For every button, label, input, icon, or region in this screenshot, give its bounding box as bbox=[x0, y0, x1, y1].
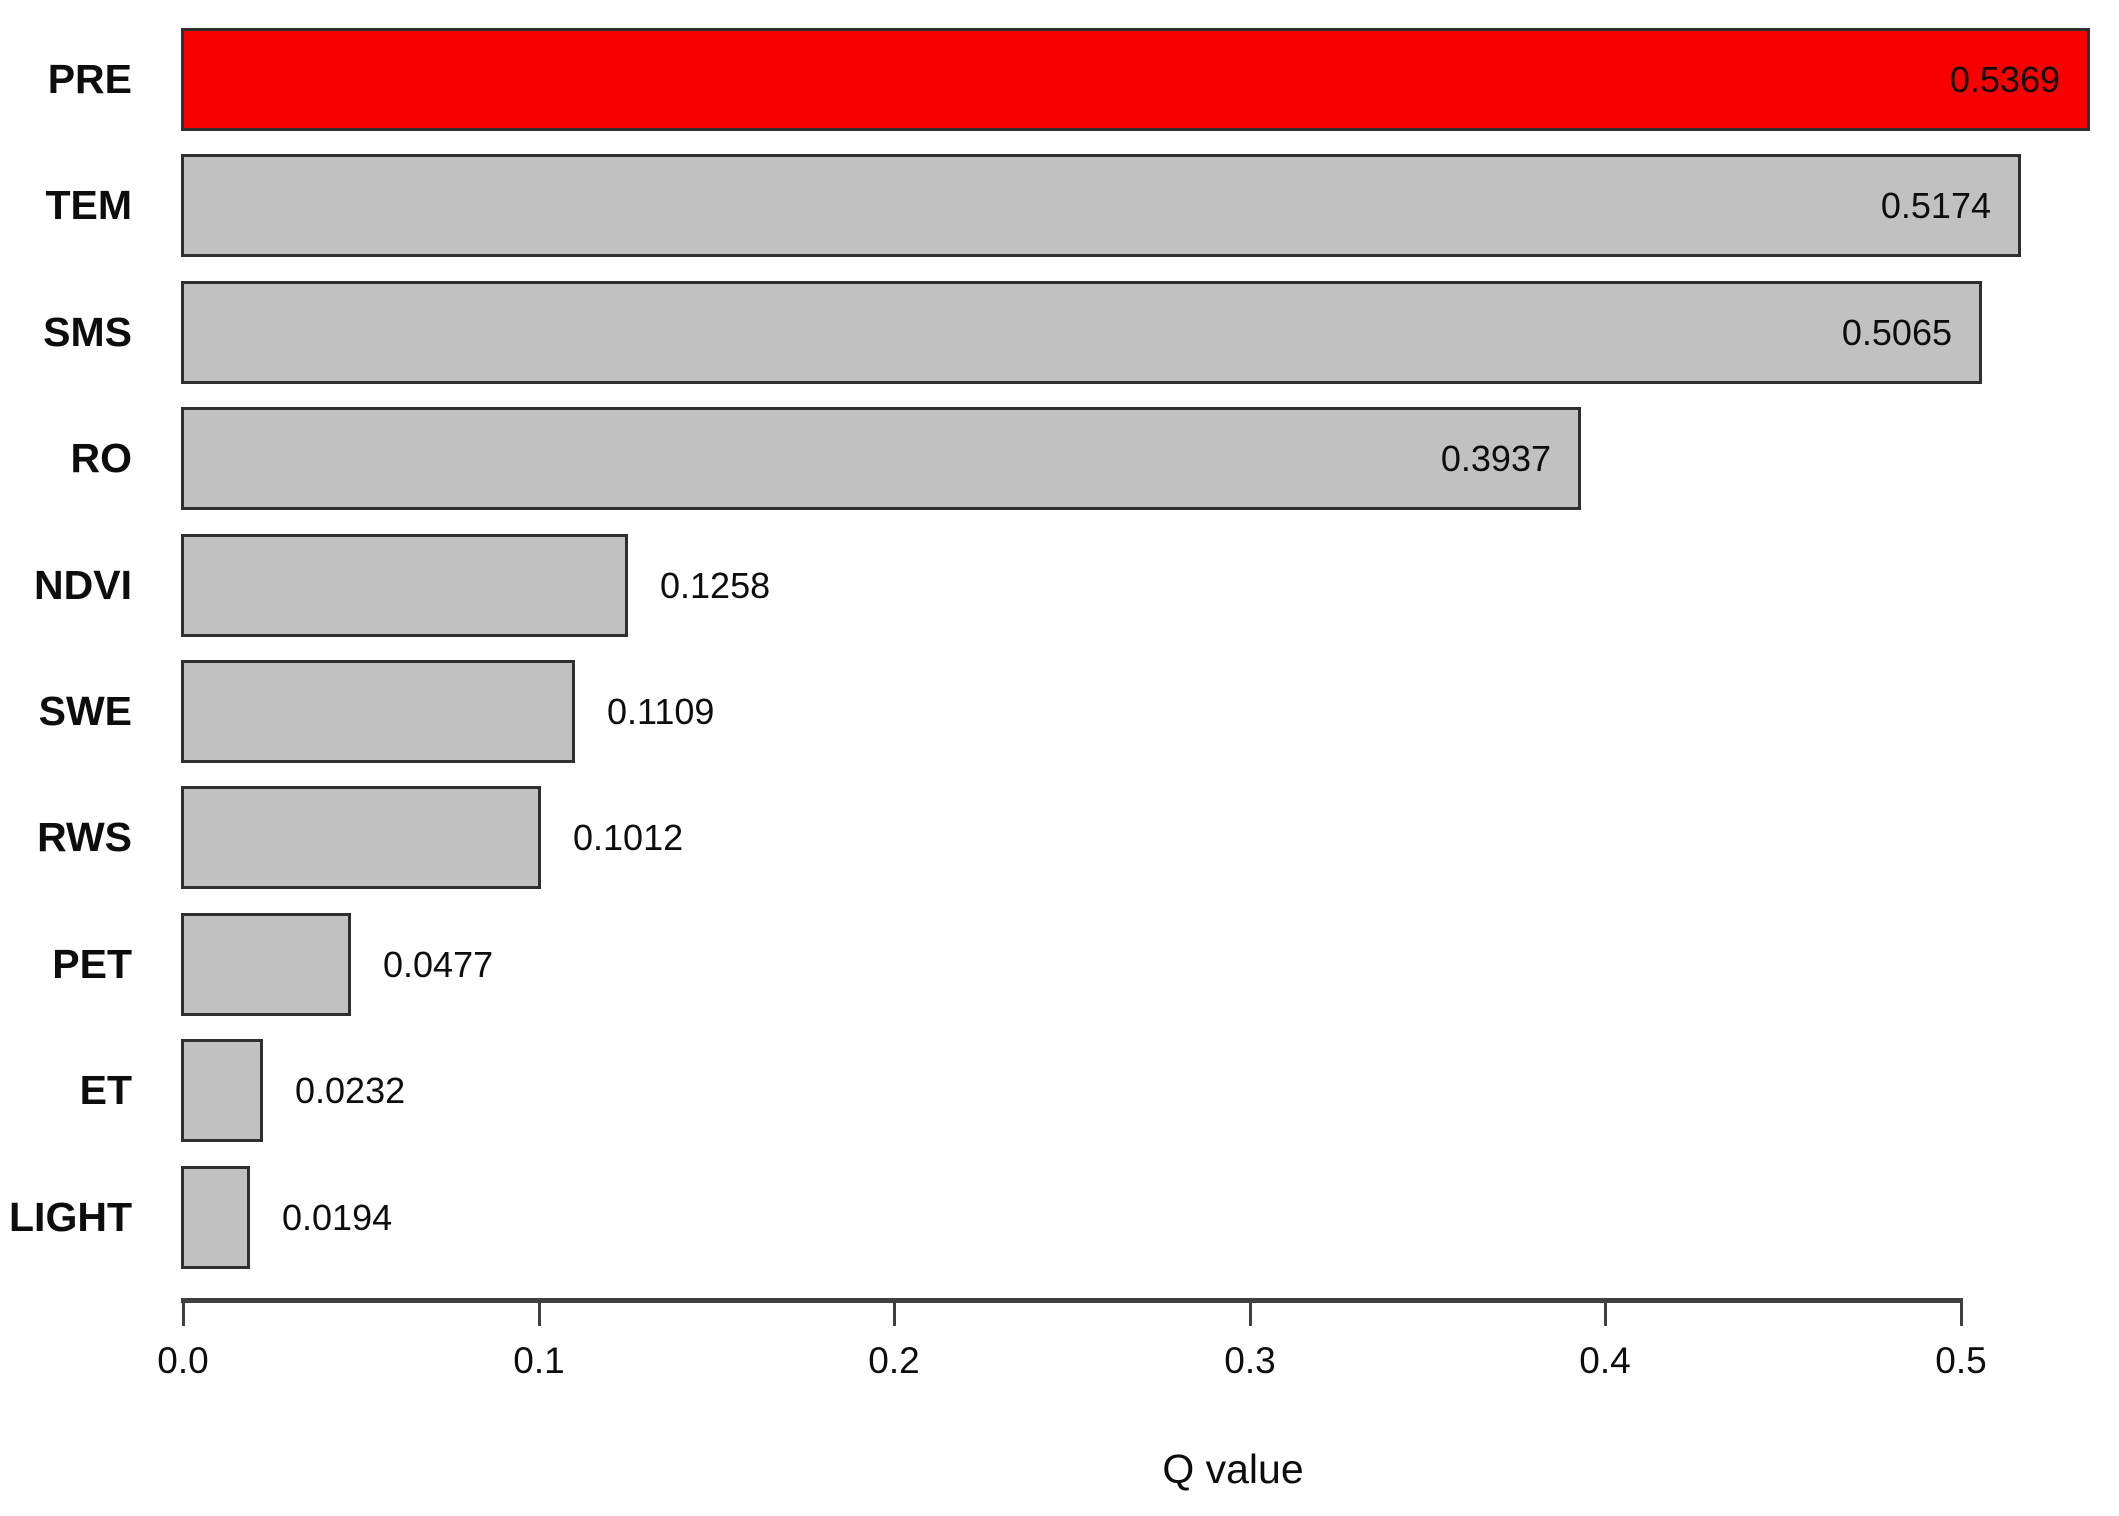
x-axis-line bbox=[181, 1298, 1963, 1303]
bar-light bbox=[181, 1166, 250, 1269]
category-label-sms: SMS bbox=[43, 309, 132, 355]
category-label-light: LIGHT bbox=[9, 1194, 132, 1240]
bar-et bbox=[181, 1039, 263, 1142]
category-label-ro: RO bbox=[70, 435, 133, 481]
x-axis-title: Q value bbox=[1162, 1446, 1304, 1492]
category-label-rws: RWS bbox=[37, 814, 132, 860]
x-axis-tick-0.4 bbox=[1604, 1298, 1607, 1326]
x-axis-tick-0.0 bbox=[182, 1298, 185, 1326]
value-label-ndvi: 0.1258 bbox=[660, 565, 771, 606]
x-axis-tick-label-0.5: 0.5 bbox=[1935, 1340, 1987, 1381]
value-label-et: 0.0232 bbox=[295, 1070, 406, 1111]
value-label-tem: 0.5174 bbox=[1880, 185, 1991, 226]
value-label-rws: 0.1012 bbox=[573, 817, 684, 858]
bar-ndvi bbox=[181, 534, 628, 637]
x-axis-tick-label-0.3: 0.3 bbox=[1224, 1340, 1276, 1381]
bar-rws bbox=[181, 786, 541, 889]
x-axis-tick-label-0.0: 0.0 bbox=[157, 1340, 209, 1381]
x-axis-tick-0.5 bbox=[1960, 1298, 1963, 1326]
value-label-sms: 0.5065 bbox=[1841, 312, 1952, 353]
category-label-pre: PRE bbox=[47, 56, 132, 102]
bar-ro bbox=[181, 407, 1581, 510]
x-axis-tick-label-0.2: 0.2 bbox=[868, 1340, 920, 1381]
x-axis-tick-0.2 bbox=[893, 1298, 896, 1326]
bar-pet bbox=[181, 913, 351, 1016]
value-label-pet: 0.0477 bbox=[383, 944, 494, 985]
bar-swe bbox=[181, 660, 575, 763]
value-label-light: 0.0194 bbox=[282, 1197, 393, 1238]
category-label-pet: PET bbox=[52, 941, 132, 987]
value-label-swe: 0.1109 bbox=[607, 691, 715, 732]
bar-tem bbox=[181, 154, 2021, 257]
category-label-et: ET bbox=[79, 1067, 132, 1113]
category-label-tem: TEM bbox=[45, 182, 132, 228]
bar-pre bbox=[181, 28, 2090, 131]
value-label-pre: 0.5369 bbox=[1949, 59, 2060, 100]
x-axis-tick-0.3 bbox=[1249, 1298, 1252, 1326]
category-label-swe: SWE bbox=[38, 688, 132, 734]
category-label-ndvi: NDVI bbox=[34, 562, 132, 608]
bar-sms bbox=[181, 281, 1982, 384]
value-label-ro: 0.3937 bbox=[1440, 438, 1551, 479]
x-axis-tick-0.1 bbox=[538, 1298, 541, 1326]
x-axis-tick-label-0.1: 0.1 bbox=[513, 1340, 565, 1381]
x-axis-tick-label-0.4: 0.4 bbox=[1579, 1340, 1631, 1381]
